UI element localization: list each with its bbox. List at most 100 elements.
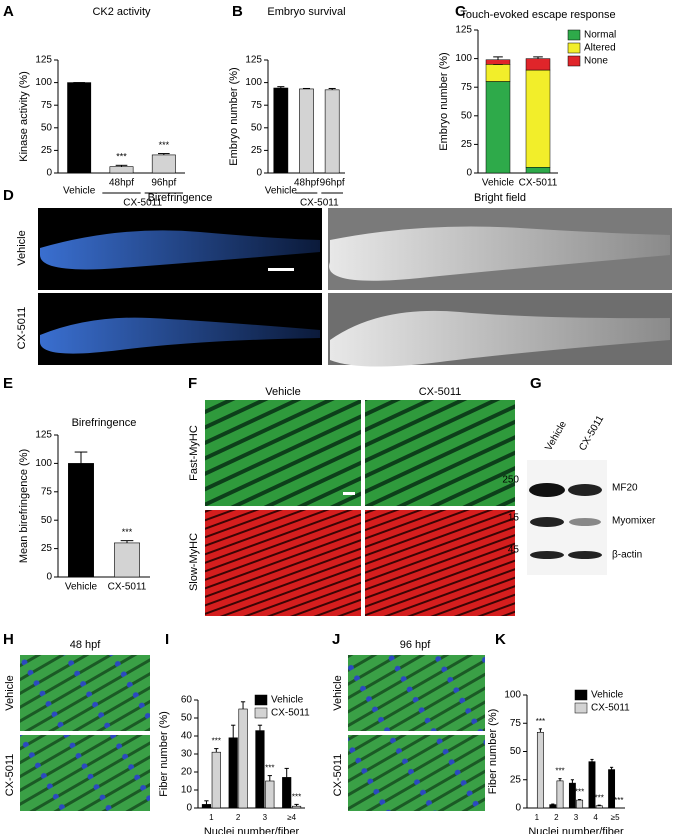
panel-letter: I — [165, 631, 169, 648]
panel-j: J 96 hpf Vehicle CX-5011 — [332, 631, 485, 811]
marker: 45 — [508, 545, 520, 556]
x-tick-label: 3 — [263, 813, 268, 822]
row-label: CX-5011 — [16, 307, 28, 350]
legend-swatch — [567, 29, 581, 41]
chart-title: Embryo survival — [267, 6, 345, 18]
legend-label: Normal — [584, 30, 616, 41]
bar-segment — [485, 64, 511, 82]
band — [530, 551, 564, 559]
band — [568, 484, 602, 496]
image — [205, 510, 361, 616]
significance: *** — [536, 717, 545, 726]
image — [348, 735, 485, 811]
significance: *** — [122, 527, 133, 537]
significance: *** — [292, 793, 301, 802]
band — [569, 518, 601, 526]
panel-letter: A — [3, 3, 14, 20]
column-label: Bright field — [474, 192, 526, 204]
y-tick-label: 40 — [181, 731, 193, 742]
row-label: CX-5011 — [332, 754, 344, 797]
x-tick-label: Vehicle — [63, 186, 96, 197]
bar — [265, 780, 275, 809]
x-axis-label: Nuclei number/fiber — [528, 826, 624, 834]
column-label: Birefringence — [148, 192, 213, 204]
marker: 250 — [502, 475, 519, 486]
bar — [324, 89, 340, 174]
panel-letter: E — [3, 375, 13, 392]
image-title: 96 hpf — [400, 639, 432, 651]
image — [20, 655, 150, 731]
image — [348, 655, 485, 731]
panel-letter: G — [530, 375, 542, 392]
bar-segment — [525, 58, 551, 71]
bar — [114, 542, 140, 578]
x-tick-label: 1 — [535, 813, 540, 822]
band-label: MF20 — [612, 483, 638, 494]
bar — [556, 780, 564, 809]
x-axis-label: Nuclei number/fiber — [204, 826, 300, 834]
panel-letter: C — [455, 3, 466, 20]
y-tick-label: 25 — [41, 145, 53, 156]
bar — [536, 731, 544, 809]
bar — [255, 730, 265, 809]
bar — [291, 805, 302, 809]
y-tick-label: 0 — [46, 572, 52, 583]
panel-letter: B — [232, 3, 243, 20]
significance: *** — [212, 737, 221, 746]
y-tick-label: 50 — [41, 515, 53, 526]
y-tick-label: 75 — [461, 82, 473, 93]
y-tick-label: 50 — [181, 713, 193, 724]
group-label: CX-5011 — [300, 198, 339, 209]
panel-letter: F — [188, 375, 197, 392]
legend-label: None — [584, 56, 608, 67]
y-axis-label: Fiber number (%) — [487, 709, 499, 795]
significance: *** — [159, 140, 170, 150]
chart-title: Birefringence — [72, 417, 137, 429]
chart-title: CK2 activity — [92, 6, 151, 18]
band-label: β-actin — [612, 550, 642, 561]
band — [530, 517, 564, 527]
image — [365, 400, 515, 506]
scale-bar — [343, 492, 355, 495]
bar — [576, 799, 584, 809]
scale-bar — [268, 268, 294, 271]
x-tick-label: ≥4 — [287, 813, 296, 822]
significance: *** — [555, 767, 564, 776]
band — [529, 483, 565, 497]
bar — [282, 777, 292, 809]
panel-h: H 48 hpf Vehicle CX-5011 — [3, 631, 150, 811]
y-axis-label: Fiber number (%) — [158, 711, 170, 797]
significance: *** — [614, 796, 623, 805]
y-tick-label: 0 — [256, 168, 262, 179]
x-tick-label: ≥5 — [611, 813, 620, 822]
y-tick-label: 75 — [41, 486, 53, 497]
y-tick-label: 25 — [251, 145, 263, 156]
legend-label: Altered — [584, 43, 616, 54]
legend-label: CX-5011 — [591, 703, 630, 714]
bar — [67, 82, 92, 174]
significance: *** — [116, 152, 127, 162]
image-content — [329, 226, 670, 281]
significance: *** — [265, 764, 274, 773]
panel-letter: H — [3, 631, 14, 648]
image — [20, 735, 150, 811]
bar-segment — [485, 59, 511, 65]
bar — [273, 87, 289, 174]
bar — [109, 166, 134, 174]
x-tick-label: 1 — [209, 813, 214, 822]
x-tick-label: Vehicle — [265, 186, 298, 197]
y-tick-label: 75 — [41, 100, 53, 111]
bar — [228, 737, 238, 809]
x-tick-label: CX-5011 — [519, 178, 558, 189]
y-tick-label: 25 — [510, 774, 522, 785]
y-axis-label: Kinase activity (%) — [18, 71, 30, 161]
x-tick-label: Vehicle — [65, 582, 98, 593]
legend-swatch — [574, 689, 588, 701]
y-tick-label: 100 — [35, 77, 52, 88]
legend-label: CX-5011 — [271, 708, 310, 719]
y-tick-label: 100 — [455, 53, 472, 64]
legend-swatch — [567, 55, 581, 67]
image — [205, 400, 361, 506]
y-tick-label: 100 — [504, 690, 521, 701]
